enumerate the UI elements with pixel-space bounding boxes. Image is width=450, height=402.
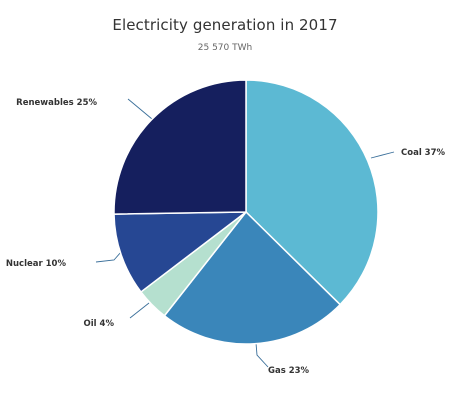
slice-label-gas: Gas 23% bbox=[268, 366, 310, 376]
connector-gas bbox=[255, 342, 269, 368]
connector-lines bbox=[95, 98, 395, 368]
pie-slice-renewables[interactable] bbox=[113, 79, 247, 215]
connector-nuclear bbox=[95, 251, 122, 263]
chart-title: Electricity generation in 2017 bbox=[112, 16, 338, 34]
connector-oil bbox=[129, 302, 150, 319]
slice-labels: Coal 37% Gas 23% Oil 4% Nuclear 10% Renewabl… bbox=[6, 98, 446, 376]
pie-slice-gas[interactable] bbox=[163, 211, 341, 345]
connector-renewables bbox=[127, 98, 153, 120]
slice-label-renewables: Renewables 25% bbox=[16, 98, 97, 108]
pie-slices bbox=[113, 79, 379, 345]
pie-slice-nuclear[interactable] bbox=[113, 211, 247, 293]
slice-label-nuclear: Nuclear 10% bbox=[6, 259, 67, 269]
slice-label-oil: Oil 4% bbox=[84, 319, 115, 329]
pie-slice-coal[interactable] bbox=[245, 79, 379, 306]
slice-label-coal: Coal 37% bbox=[401, 148, 446, 158]
connector-coal bbox=[370, 151, 395, 159]
chart-subtitle: 25 570 TWh bbox=[197, 43, 253, 53]
